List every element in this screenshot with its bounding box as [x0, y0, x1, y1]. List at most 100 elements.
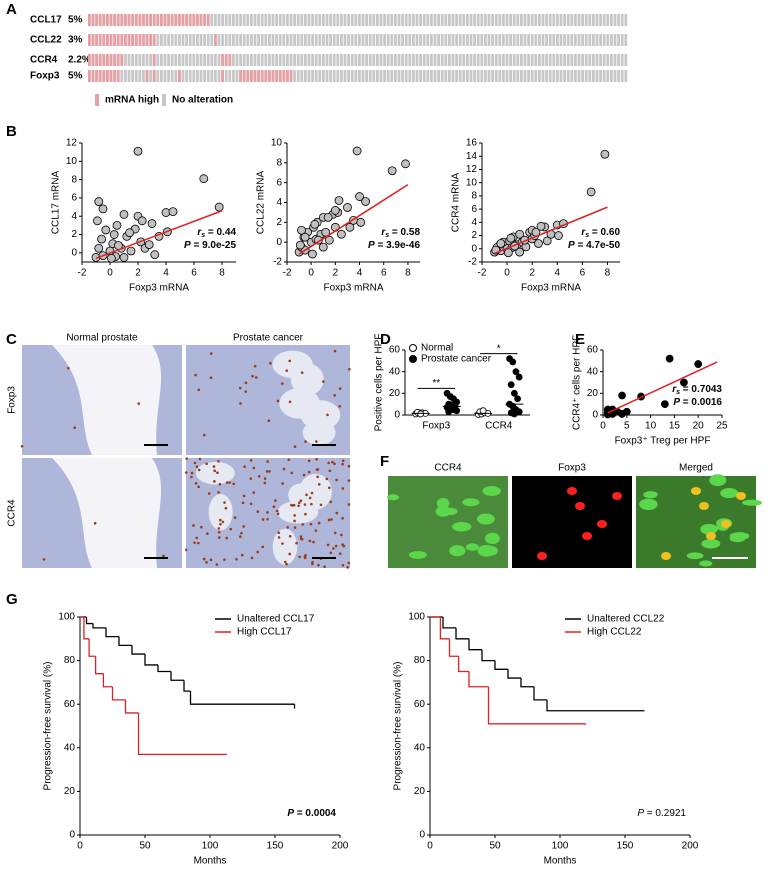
stain [288, 552, 292, 556]
altered-bar [134, 14, 138, 26]
survival-step [439, 617, 450, 640]
x-tick-label: -2 [283, 268, 292, 279]
sample-bar [422, 14, 426, 26]
sample-bar [376, 70, 379, 82]
sample-bar [451, 14, 455, 26]
sample-bar [332, 70, 336, 82]
sample-bar [415, 34, 419, 46]
legend-label: mRNA high [105, 95, 159, 106]
sample-bar [469, 70, 473, 82]
legend-label: Normal [421, 343, 453, 354]
green-cell [482, 486, 501, 496]
altered-bar [142, 34, 145, 46]
x-tick-label: 6 [191, 268, 197, 279]
altered-bar [170, 14, 174, 26]
stat-r: rs = 0.60 [581, 227, 620, 239]
stain [335, 478, 338, 482]
stain [298, 555, 301, 559]
stain [194, 482, 198, 485]
sample-bar [192, 70, 196, 82]
sample-bar [239, 34, 242, 46]
sample-bar [516, 34, 520, 46]
sample-bar [491, 14, 494, 26]
sample-bar [390, 14, 394, 26]
sample-bar [534, 54, 538, 66]
altered-bar [181, 14, 185, 26]
sample-bar [505, 34, 509, 46]
sample-bar [300, 54, 304, 66]
sample-bar [617, 34, 620, 46]
sample-bar [502, 34, 505, 46]
sample-bar [131, 54, 134, 66]
sample-bar [170, 34, 174, 46]
sample-bar [304, 54, 307, 66]
gene-name: CCL22 [30, 35, 62, 46]
sample-bar [595, 54, 599, 66]
point [94, 197, 104, 206]
sample-bar [268, 34, 271, 46]
survival-step [520, 678, 534, 688]
panel-label: F [380, 453, 389, 470]
sample-bar [379, 70, 383, 82]
sample-bar [530, 34, 534, 46]
sample-bar [199, 54, 203, 66]
sample-bar [556, 54, 559, 66]
sample-bar [394, 70, 397, 82]
stain [217, 459, 220, 463]
sample-bar [228, 70, 232, 82]
sample-bar [307, 34, 311, 46]
sample-bar [163, 70, 167, 82]
sample-bar [354, 54, 358, 66]
significance: ** [432, 378, 440, 389]
stain [190, 471, 194, 475]
stain [299, 537, 303, 541]
green-cell [408, 550, 427, 559]
sample-bar [271, 54, 275, 66]
sample-bar [401, 34, 404, 46]
gene-percent: 3% [68, 35, 83, 46]
point [356, 217, 366, 227]
fit-line [298, 184, 409, 255]
sample-bar [383, 54, 386, 66]
stain [299, 535, 303, 538]
sample-bar [455, 54, 458, 66]
x-tick-label: 200 [682, 841, 699, 852]
green-cell [451, 522, 472, 532]
y-tick-label: 6 [276, 177, 282, 188]
sample-bar [588, 54, 592, 66]
sample-bar [397, 34, 401, 46]
stain [300, 371, 304, 374]
sample-bar [577, 70, 581, 82]
sample-bar [584, 54, 588, 66]
sample-bar [563, 70, 566, 82]
red-cell [597, 520, 607, 528]
sample-bar [293, 14, 296, 26]
sample-bar [304, 14, 307, 26]
sample-bar [271, 34, 275, 46]
green-cell [436, 497, 450, 510]
point [445, 408, 453, 416]
sample-bar [624, 70, 628, 82]
stain [217, 490, 220, 494]
sample-bar [124, 70, 127, 82]
point [503, 248, 513, 258]
sample-bar [185, 54, 188, 66]
sample-bar [293, 70, 296, 82]
sample-bar [484, 14, 487, 26]
sample-bar [624, 14, 628, 26]
stain [276, 399, 280, 403]
stain [303, 503, 307, 506]
sample-bar [214, 14, 217, 26]
sample-bar [419, 14, 422, 26]
legend-label: High CCL17 [237, 627, 292, 638]
sample-bar [340, 34, 343, 46]
sample-bar [466, 70, 469, 82]
sample-bar [329, 14, 332, 26]
stain [256, 550, 259, 554]
y-axis-label: CCL17 mRNA [51, 171, 62, 235]
altered-bar [134, 34, 138, 46]
sample-bar [188, 34, 192, 46]
altered-bar [131, 34, 134, 46]
sample-bar [368, 70, 372, 82]
sample-bar [462, 70, 466, 82]
